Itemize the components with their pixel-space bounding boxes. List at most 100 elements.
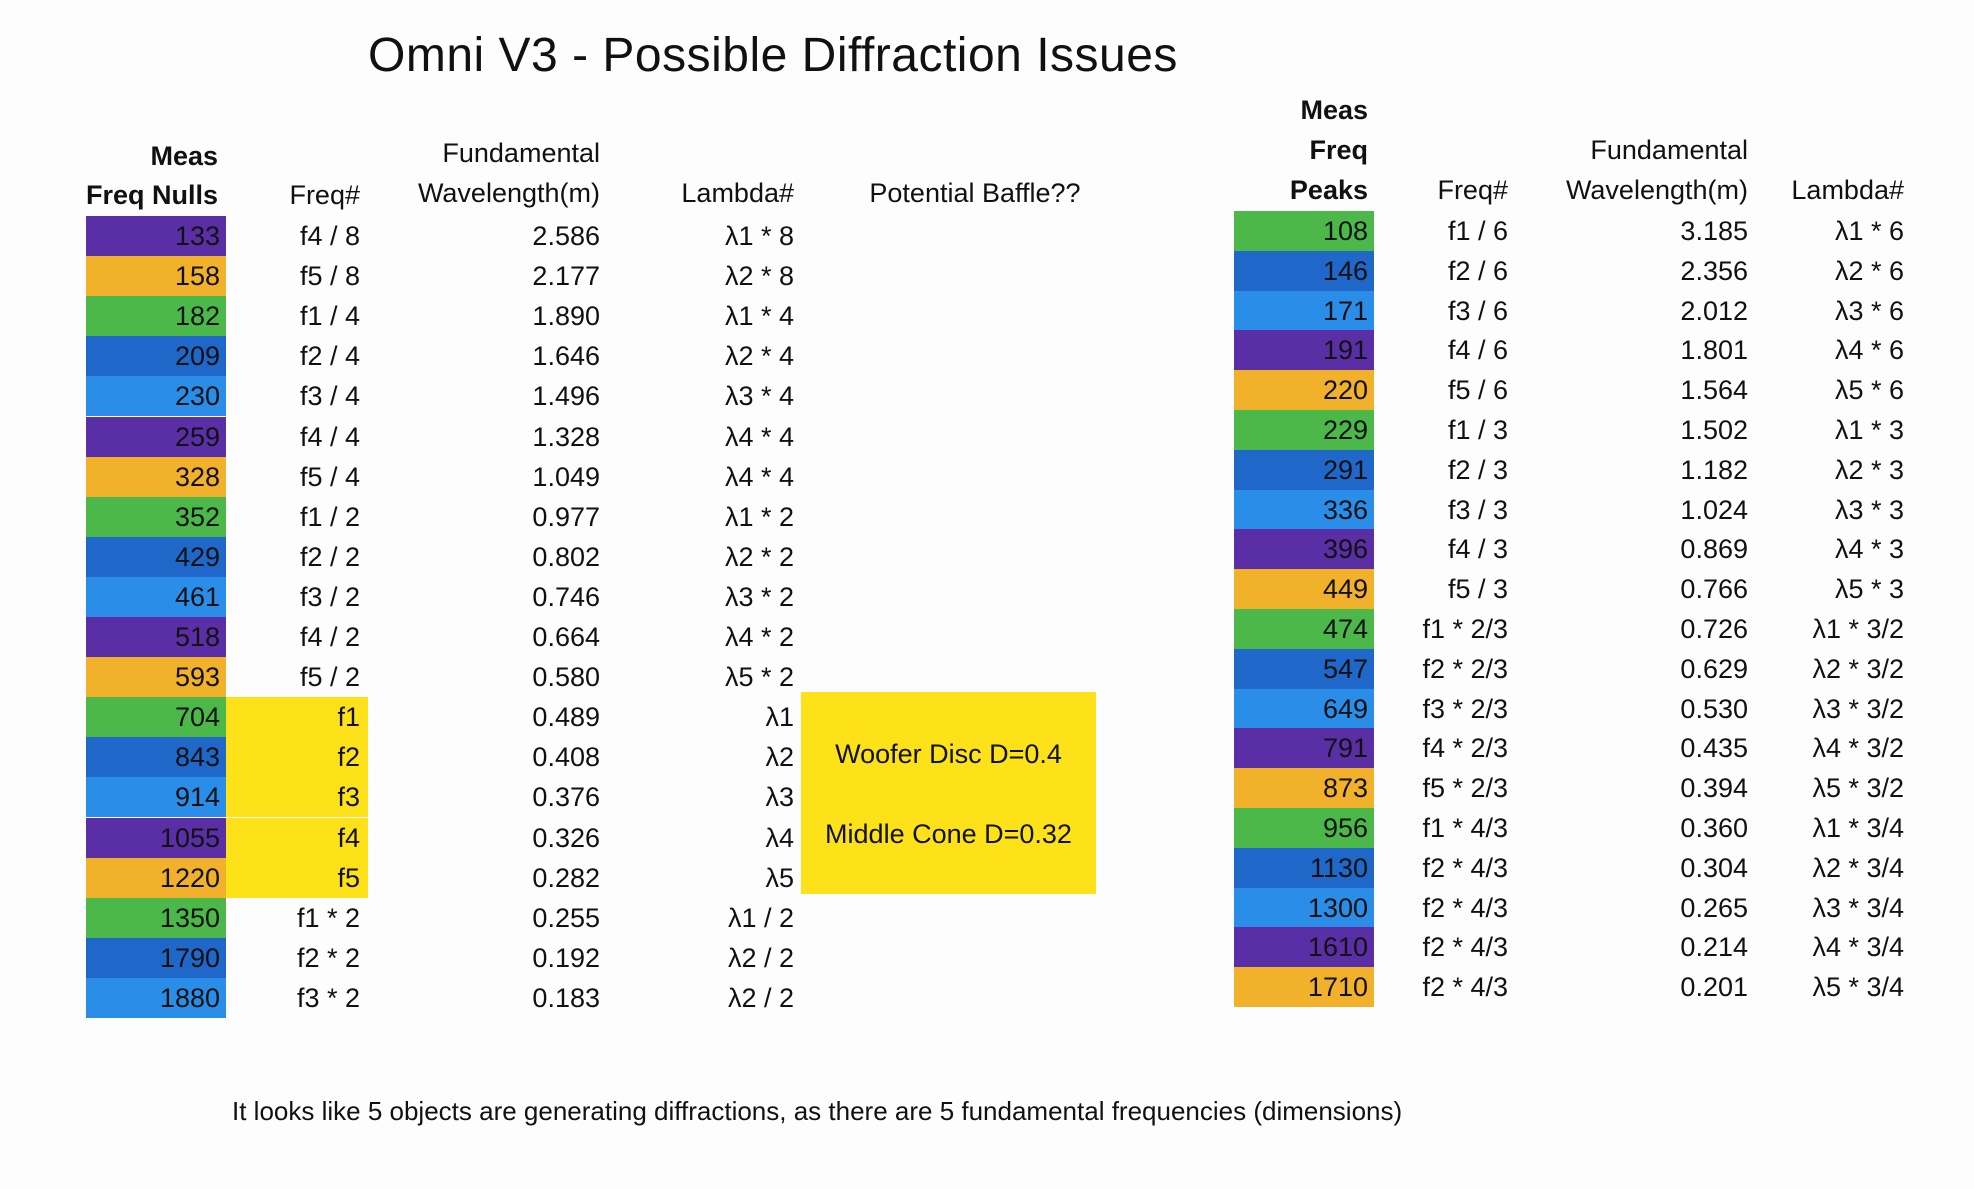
right-wavelength-cell: 3.185 bbox=[1680, 216, 1748, 246]
left-lambda-cell: λ1 / 2 bbox=[727, 902, 794, 933]
left-meas-freq-cell: 209 bbox=[86, 336, 226, 377]
left-wavelength-cell: 1.646 bbox=[532, 341, 600, 372]
right-lambda-cell: λ4 * 3 bbox=[1834, 534, 1904, 565]
left-wavelength-cell: 0.326 bbox=[532, 822, 600, 853]
left-lambda-cell: λ1 bbox=[765, 702, 794, 733]
left-header-meas-line1: Meas bbox=[150, 141, 218, 171]
right-freq-number-cell: f2 * 2/3 bbox=[1422, 653, 1508, 684]
right-lambda-cell: λ1 * 6 bbox=[1834, 216, 1904, 246]
right-freq-number-cell: f2 / 3 bbox=[1447, 454, 1508, 485]
right-freq-number-cell: f1 * 4/3 bbox=[1422, 813, 1508, 843]
left-lambda-cell: λ2 bbox=[765, 742, 794, 773]
left-freq-number-cell: f1 * 2 bbox=[296, 902, 360, 933]
right-wavelength-cell: 0.360 bbox=[1680, 813, 1748, 843]
left-lambda-cell: λ4 * 4 bbox=[724, 461, 794, 492]
left-fundamental-highlight bbox=[226, 697, 368, 738]
left-meas-freq-cell: 1055 bbox=[86, 817, 226, 858]
right-freq-number-cell: f4 * 2/3 bbox=[1422, 733, 1508, 764]
left-meas-freq-cell: 182 bbox=[86, 296, 226, 337]
right-wavelength-cell: 0.869 bbox=[1680, 534, 1748, 565]
right-freq-number-cell: f3 * 2/3 bbox=[1422, 693, 1508, 724]
right-wavelength-cell: 2.356 bbox=[1680, 255, 1748, 286]
left-wavelength-cell: 0.282 bbox=[532, 862, 600, 893]
footer-note: It looks like 5 objects are generating d… bbox=[232, 1096, 1403, 1126]
right-meas-freq-cell: 791 bbox=[1234, 728, 1374, 769]
right-lambda-cell: λ5 * 3/2 bbox=[1812, 773, 1904, 804]
right-meas-freq-cell: 220 bbox=[1234, 370, 1374, 410]
right-lambda-cell: λ4 * 3/4 bbox=[1812, 932, 1904, 963]
left-meas-freq-cell: 593 bbox=[86, 657, 226, 698]
right-header-meas-line1: Meas bbox=[1300, 95, 1368, 125]
right-lambda-cell: λ2 * 3/2 bbox=[1812, 653, 1904, 684]
left-lambda-cell: λ4 * 4 bbox=[724, 421, 794, 452]
left-wavelength-cell: 0.376 bbox=[532, 782, 600, 813]
left-lambda-cell: λ3 * 2 bbox=[724, 581, 794, 612]
right-wavelength-cell: 0.265 bbox=[1680, 892, 1748, 923]
right-lambda-cell: λ5 * 6 bbox=[1834, 375, 1904, 406]
left-wavelength-cell: 0.408 bbox=[532, 742, 600, 773]
right-lambda-cell: λ1 * 3/4 bbox=[1812, 813, 1904, 843]
left-freq-number-cell: f5 bbox=[337, 862, 360, 893]
left-meas-freq-cell: 133 bbox=[86, 216, 226, 257]
right-lambda-cell: λ2 * 3 bbox=[1834, 454, 1904, 485]
left-freq-number-cell: f3 / 4 bbox=[299, 381, 360, 412]
right-freq-number-cell: f2 * 4/3 bbox=[1422, 932, 1508, 963]
left-freq-number-cell: f2 / 4 bbox=[299, 341, 360, 372]
right-lambda-cell: λ3 * 3 bbox=[1834, 494, 1904, 525]
left-freq-number-cell: f3 * 2 bbox=[296, 982, 360, 1013]
right-freq-number-cell: f3 / 3 bbox=[1447, 494, 1508, 525]
left-header-freq: Freq# bbox=[289, 180, 360, 210]
right-meas-freq-cell: 336 bbox=[1234, 489, 1374, 530]
right-wavelength-cell: 2.012 bbox=[1680, 295, 1748, 326]
right-freq-number-cell: f1 / 3 bbox=[1447, 415, 1508, 445]
left-wavelength-cell: 0.802 bbox=[532, 541, 600, 572]
right-meas-freq-cell: 108 bbox=[1234, 211, 1374, 251]
left-meas-freq-cell: 704 bbox=[86, 697, 226, 738]
page-title: Omni V3 - Possible Diffraction Issues bbox=[368, 29, 1178, 82]
left-meas-freq-cell: 352 bbox=[86, 496, 226, 537]
left-wavelength-cell: 0.746 bbox=[532, 581, 600, 612]
left-lambda-cell: λ2 * 2 bbox=[724, 541, 794, 572]
right-meas-freq-cell: 956 bbox=[1234, 808, 1374, 848]
right-meas-freq-cell: 449 bbox=[1234, 569, 1374, 609]
left-freq-number-cell: f3 / 2 bbox=[299, 581, 360, 612]
left-wavelength-cell: 1.496 bbox=[532, 381, 600, 412]
left-fundamental-highlight bbox=[226, 737, 368, 778]
right-freq-number-cell: f3 / 6 bbox=[1447, 295, 1508, 326]
right-wavelength-cell: 1.801 bbox=[1680, 335, 1748, 366]
right-meas-freq-cell: 191 bbox=[1234, 330, 1374, 371]
left-wavelength-cell: 0.489 bbox=[532, 702, 600, 733]
left-lambda-cell: λ4 bbox=[765, 822, 794, 853]
right-freq-number-cell: f1 / 6 bbox=[1447, 216, 1508, 246]
right-wavelength-cell: 0.394 bbox=[1680, 773, 1748, 804]
right-lambda-cell: λ5 * 3/4 bbox=[1812, 972, 1904, 1003]
right-lambda-cell: λ5 * 3 bbox=[1834, 574, 1904, 605]
left-meas-freq-cell: 429 bbox=[86, 536, 226, 577]
left-freq-number-cell: f5 / 8 bbox=[299, 261, 360, 292]
left-wavelength-cell: 0.977 bbox=[532, 501, 600, 532]
right-wavelength-cell: 0.629 bbox=[1680, 653, 1748, 684]
right-wavelength-cell: 1.024 bbox=[1680, 494, 1748, 525]
right-wavelength-cell: 0.435 bbox=[1680, 733, 1748, 764]
right-lambda-cell: λ4 * 3/2 bbox=[1812, 733, 1904, 764]
right-lambda-cell: λ2 * 3/4 bbox=[1812, 852, 1904, 883]
right-lambda-cell: λ2 * 6 bbox=[1834, 255, 1904, 286]
right-wavelength-cell: 0.766 bbox=[1680, 574, 1748, 605]
left-wavelength-cell: 0.192 bbox=[532, 942, 600, 973]
left-meas-freq-cell: 1350 bbox=[86, 897, 226, 938]
right-freq-number-cell: f5 / 3 bbox=[1447, 574, 1508, 605]
left-header-lambda: Lambda# bbox=[681, 178, 794, 208]
baffle-note-middle-cone: Middle Cone D=0.32 bbox=[825, 819, 1072, 849]
left-freq-number-cell: f1 / 2 bbox=[299, 501, 360, 532]
right-lambda-cell: λ3 * 3/4 bbox=[1812, 892, 1904, 923]
baffle-note-woofer: Woofer Disc D=0.4 bbox=[835, 739, 1062, 769]
right-meas-freq-cell: 396 bbox=[1234, 529, 1374, 570]
right-meas-freq-cell: 649 bbox=[1234, 688, 1374, 729]
left-lambda-cell: λ1 * 2 bbox=[724, 501, 794, 532]
right-freq-number-cell: f2 * 4/3 bbox=[1422, 972, 1508, 1003]
right-header-meas-line3: Peaks bbox=[1289, 175, 1368, 205]
right-freq-number-cell: f2 * 4/3 bbox=[1422, 892, 1508, 923]
left-freq-number-cell: f4 / 4 bbox=[299, 421, 360, 452]
right-wavelength-cell: 0.214 bbox=[1680, 932, 1748, 963]
right-freq-number-cell: f5 / 6 bbox=[1447, 375, 1508, 406]
